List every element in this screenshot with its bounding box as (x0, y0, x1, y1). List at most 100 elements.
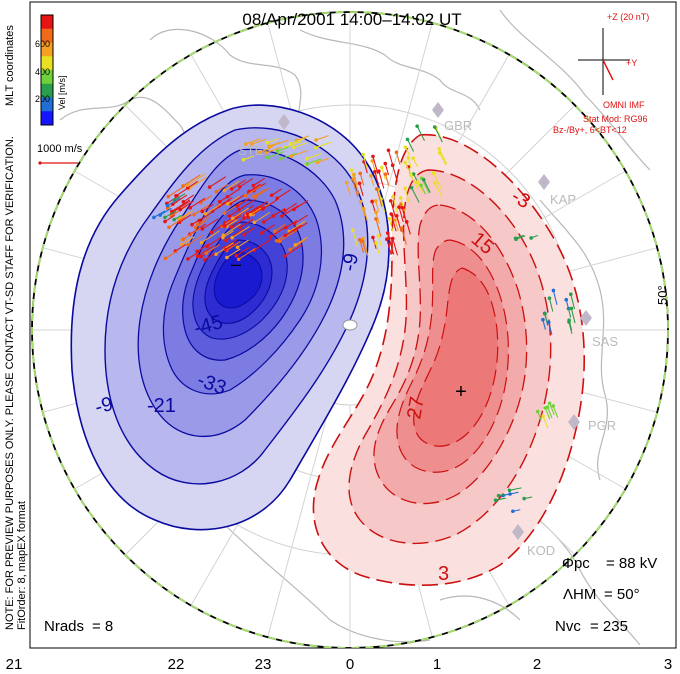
velocity-vector-origin (546, 320, 551, 325)
velocity-vector-origin (267, 144, 271, 149)
velocity-vector (277, 146, 289, 152)
velocity-vector-origin (431, 171, 436, 175)
velocity-vector-origin (174, 193, 178, 198)
velocity-vector-origin (292, 145, 296, 150)
mlt-tick: 0 (346, 656, 354, 673)
latitude-label: 50° (655, 285, 670, 305)
velocity-vector-origin (245, 212, 250, 216)
velocity-vector-origin (238, 185, 242, 189)
velocity-vector (293, 199, 309, 210)
velocity-vector (266, 146, 282, 154)
velocity-vector (346, 182, 351, 196)
velocity-vector (222, 230, 234, 239)
velocity-vector (295, 236, 308, 246)
velocity-vector-origin (165, 206, 170, 211)
velocity-vector (205, 203, 222, 215)
velocity-vector-origin (541, 414, 545, 418)
velocity-vector-origin (358, 199, 363, 204)
velocity-vector (432, 172, 442, 189)
velocity-vector (290, 138, 306, 145)
velocity-vector (165, 250, 178, 259)
velocity-vector (284, 202, 298, 212)
velocity-vector (293, 142, 307, 148)
velocity-vector (230, 218, 244, 228)
velocity-vector (182, 227, 202, 240)
velocity-vector (211, 223, 226, 233)
velocity-vector-origin (248, 212, 253, 217)
velocity-vector (284, 244, 303, 257)
velocity-vector (384, 174, 390, 186)
mlt-tick: 21 (6, 656, 23, 673)
velocity-vector (164, 210, 177, 218)
velocity-vector-origin (195, 254, 200, 258)
velocity-vector-origin (163, 256, 168, 261)
velocity-vector-origin (185, 183, 190, 188)
velocity-vector-origin (221, 235, 225, 240)
velocity-vector-origin (400, 205, 405, 210)
velocity-vector (187, 234, 204, 246)
velocity-vector (231, 179, 246, 190)
velocity-vector (197, 245, 214, 257)
velocity-vector-origin (181, 237, 185, 242)
velocity-vector (245, 138, 261, 145)
velocity-vector-origin (227, 214, 232, 218)
velocity-vector (374, 171, 380, 186)
velocity-vector (270, 139, 289, 147)
contour-label: -9 (338, 252, 363, 273)
velocity-vector-origin (288, 247, 292, 252)
velocity-vector-origin (262, 220, 266, 224)
velocity-vector (568, 321, 573, 334)
velocity-vector-origin (200, 209, 205, 214)
velocity-vector-origin (568, 292, 573, 296)
velocity-vector-origin (545, 405, 550, 409)
velocity-vector (375, 212, 380, 224)
velocity-vector (548, 322, 553, 335)
velocity-vector (411, 187, 420, 203)
velocity-vector (281, 205, 299, 217)
velocity-vector (384, 163, 390, 176)
velocity-vector (253, 188, 266, 198)
velocity-vector (201, 230, 220, 243)
velocity-vector-origin (394, 150, 399, 155)
velocity-vector-origin (209, 230, 214, 235)
velocity-vector-origin (277, 239, 282, 244)
color-scale-label: Vel [m/s] (57, 75, 67, 110)
velocity-vector (178, 211, 190, 220)
velocity-vector (362, 241, 367, 253)
velocity-vector (404, 188, 410, 202)
velocity-vector-origin (246, 215, 250, 220)
mlt-tick: 1 (433, 656, 441, 673)
velocity-vector (353, 178, 360, 195)
velocity-vector-origin (229, 225, 234, 229)
velocity-vector-origin (507, 488, 512, 493)
velocity-vector (198, 211, 214, 222)
velocity-vector-origin (250, 142, 254, 146)
velocity-vector (388, 218, 394, 232)
velocity-vector (284, 141, 302, 148)
velocity-vector (296, 135, 310, 141)
color-scale-swatch (41, 111, 53, 126)
velocity-vector-origin (199, 254, 203, 259)
velocity-vector-origin (352, 172, 356, 177)
velocity-vector (172, 194, 188, 205)
velocity-vector-origin (314, 138, 318, 142)
velocity-vector-origin (186, 242, 190, 247)
velocity-vector (400, 197, 406, 212)
velocity-vector (254, 211, 271, 223)
velocity-vector (390, 213, 397, 232)
velocity-vector (381, 167, 386, 180)
velocity-vector-origin (283, 209, 287, 213)
velocity-vector (274, 224, 286, 232)
velocity-vector-origin (274, 238, 279, 243)
velocity-vector (398, 206, 404, 223)
velocity-vector (239, 218, 254, 228)
velocity-vector-origin (178, 207, 183, 212)
velocity-vector (182, 174, 201, 187)
velocity-vector (375, 242, 380, 254)
velocity-vector (509, 487, 522, 491)
color-scale-tick: 200 (35, 94, 50, 104)
velocity-vector-origin (197, 218, 202, 223)
velocity-vector-origin (522, 496, 526, 501)
velocity-vector (388, 238, 395, 255)
velocity-vector-origin (349, 168, 354, 172)
